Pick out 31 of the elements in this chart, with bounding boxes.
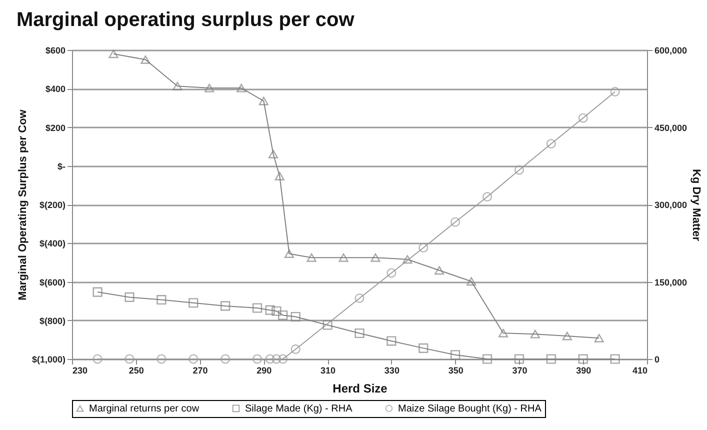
y-tick-label: $400 <box>45 84 66 94</box>
y2-tick-label: 150,000 <box>654 277 688 288</box>
x-tick-label: 250 <box>128 366 144 376</box>
x-tick-label: 230 <box>72 366 88 376</box>
x-tick-label: 390 <box>576 366 592 376</box>
legend-label: Maize Silage Bought (Kg) - RHA <box>398 403 542 414</box>
x-tick-label: 350 <box>448 366 464 376</box>
y2-tick-label: 0 <box>654 354 660 364</box>
x-tick-label: 270 <box>192 366 208 376</box>
y-tick-label: $(800) <box>39 316 66 326</box>
chart-title: Marginal operating surplus per cow <box>16 9 355 31</box>
x-tick-label: 290 <box>256 366 272 376</box>
y-tick-label: $(600) <box>39 277 66 288</box>
y-tick-label: $- <box>57 161 66 172</box>
x-tick-label: 410 <box>632 366 648 376</box>
x-tick-label: 370 <box>512 366 528 376</box>
y2-axis-title: Kg Dry Matter <box>690 168 702 242</box>
y2-tick-label: 450,000 <box>654 122 688 133</box>
y-tick-label: $600 <box>45 46 66 56</box>
y2-tick-label: 600,000 <box>654 46 688 56</box>
x-axis-title: Herd Size <box>332 382 388 396</box>
y-tick-label: $(200) <box>39 200 66 210</box>
legend-label: Silage Made (Kg) - RHA <box>245 403 353 414</box>
y-tick-label: $200 <box>45 122 66 133</box>
x-tick-label: 310 <box>320 366 336 376</box>
y2-tick-label: 300,000 <box>654 200 688 210</box>
y-tick-label: $(400) <box>39 238 66 249</box>
y-axis-title: Marginal Operating Surplus per Cow <box>16 109 29 300</box>
x-tick-label: 330 <box>384 366 400 376</box>
y-tick-label: $(1,000) <box>32 354 66 364</box>
legend-label: Marginal returns per cow <box>89 404 200 414</box>
